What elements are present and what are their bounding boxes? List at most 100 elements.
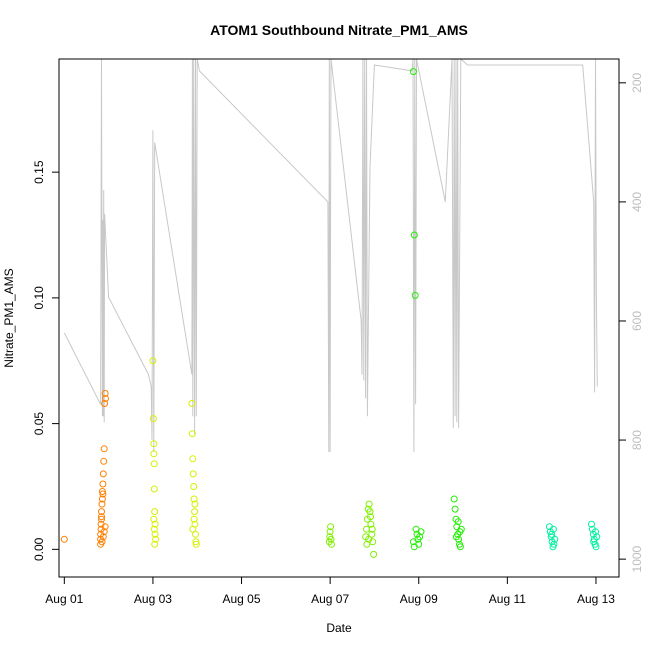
data-point: [151, 520, 159, 528]
y-tick-label: 0.15: [32, 160, 46, 184]
right-tick-label: 200: [630, 72, 644, 92]
y-axis: 0.00 0.05 0.10 0.15: [32, 160, 60, 561]
data-point: [327, 523, 335, 531]
data-point: [151, 540, 159, 548]
data-point: [190, 483, 198, 490]
data-point: [550, 540, 558, 548]
data-point: [367, 513, 374, 521]
data-points-layer: [60, 68, 601, 558]
data-point: [452, 533, 460, 541]
data-point: [367, 520, 375, 528]
data-point: [592, 528, 599, 536]
data-point: [454, 518, 462, 526]
data-point: [150, 440, 158, 448]
data-point: [368, 530, 376, 538]
data-point: [450, 495, 458, 503]
data-point: [327, 535, 335, 543]
data-point: [451, 505, 459, 513]
altitude-track-line: [63, 57, 598, 453]
data-point: [60, 535, 68, 543]
data-point: [416, 533, 424, 541]
data-point: [363, 525, 370, 533]
data-point: [191, 508, 199, 516]
y-axis-label: Nitrate_PM1_AMS: [2, 268, 16, 367]
chart-title: ATOM1 Southbound Nitrate_PM1_AMS: [210, 22, 468, 38]
data-point: [152, 535, 160, 543]
data-point: [188, 430, 196, 438]
x-tick-label: Aug 01: [45, 592, 83, 606]
data-point: [456, 528, 464, 536]
x-tick-label: Aug 07: [311, 592, 349, 606]
data-point: [366, 508, 374, 516]
right-tick-label: 400: [630, 192, 644, 212]
right-altitude-axis: 200 400 600 800 1000: [618, 72, 644, 572]
data-point: [99, 490, 107, 498]
data-point: [192, 538, 200, 546]
data-point: [411, 291, 419, 299]
data-point: [456, 543, 464, 551]
data-point: [590, 538, 598, 546]
data-point: [98, 508, 105, 516]
data-point: [99, 533, 107, 541]
x-tick-label: Aug 05: [223, 592, 261, 606]
y-tick-label: 0.05: [32, 412, 46, 436]
data-point: [150, 450, 158, 458]
data-point: [409, 538, 417, 546]
data-point: [149, 357, 157, 365]
x-tick-label: Aug 03: [134, 592, 172, 606]
data-point: [150, 485, 158, 493]
data-point: [410, 543, 418, 551]
data-point: [150, 515, 158, 523]
data-point: [192, 540, 200, 548]
right-tick-label: 800: [630, 430, 644, 450]
data-point: [189, 470, 197, 478]
data-point: [98, 488, 106, 495]
data-point: [150, 460, 158, 468]
data-point: [101, 389, 109, 397]
altitude-track-layer: [63, 57, 598, 453]
data-point: [588, 520, 595, 528]
data-point: [98, 500, 106, 508]
data-point: [102, 395, 109, 402]
data-point: [326, 528, 334, 536]
x-axis-label: Date: [326, 621, 352, 635]
plot-frame: [58, 58, 620, 578]
right-tick-label: 600: [630, 311, 644, 331]
data-point: [188, 400, 196, 407]
data-point: [190, 515, 198, 523]
data-point: [151, 530, 159, 538]
data-point: [410, 231, 418, 239]
y-tick-label: 0.00: [32, 537, 46, 561]
data-point: [365, 535, 373, 543]
data-point: [101, 523, 109, 531]
data-point: [551, 535, 559, 543]
data-point: [191, 500, 199, 508]
data-point: [101, 400, 109, 407]
data-point: [189, 455, 197, 463]
x-tick-label: Aug 11: [489, 592, 526, 606]
data-point: [100, 457, 108, 465]
data-point: [100, 445, 108, 453]
data-point: [409, 68, 417, 76]
x-tick-label: Aug 13: [577, 592, 615, 606]
data-point: [365, 500, 373, 508]
data-point: [368, 525, 376, 533]
x-axis: Aug 01 Aug 03 Aug 05 Aug 07 Aug 09 Aug 11 Aug …: [45, 576, 615, 606]
y-tick-label: 0.10: [32, 286, 46, 310]
data-point: [98, 513, 105, 521]
data-point: [149, 415, 157, 423]
x-tick-label: Aug 09: [400, 592, 438, 606]
data-point: [150, 525, 158, 533]
data-point: [99, 470, 107, 478]
data-point: [190, 495, 198, 503]
data-point: [98, 515, 105, 523]
data-point: [100, 528, 108, 536]
data-point: [593, 533, 601, 541]
data-point: [98, 538, 106, 546]
data-point: [151, 508, 159, 516]
data-point: [98, 495, 106, 503]
data-point: [99, 480, 107, 488]
data-point: [328, 540, 335, 548]
data-point: [417, 528, 425, 536]
